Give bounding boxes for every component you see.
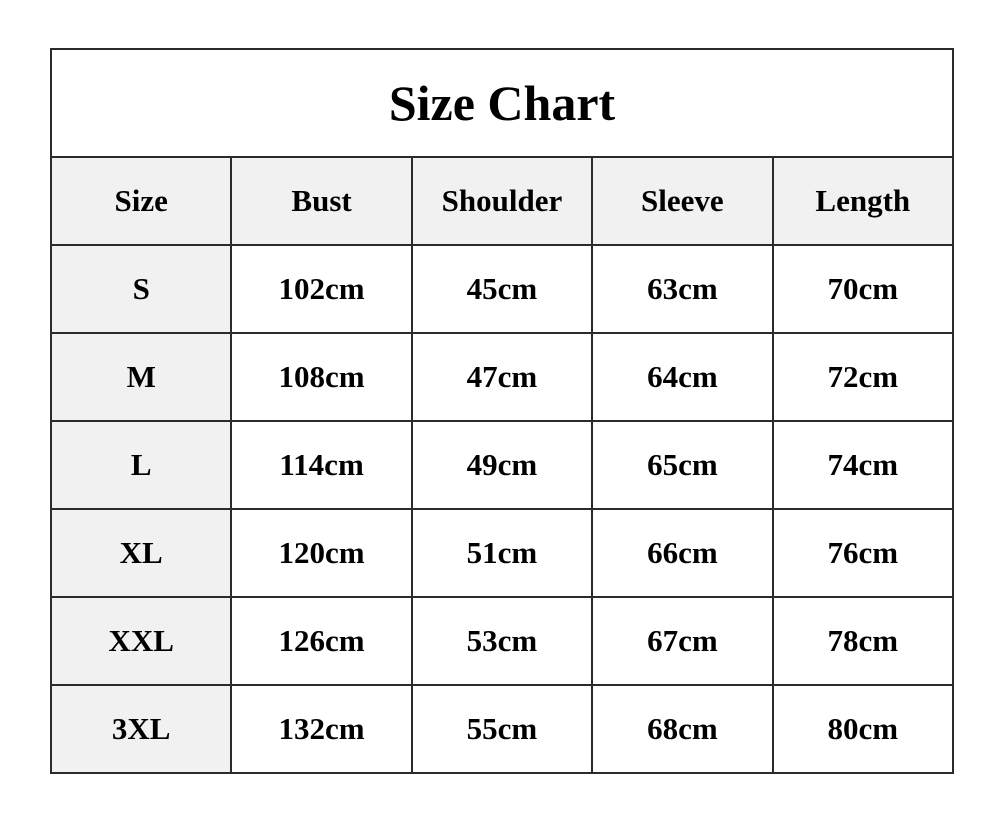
- cell-bust: 132cm: [230, 684, 413, 774]
- cell-size: S: [49, 244, 233, 334]
- header-row: Size Bust Shoulder Sleeve Length: [49, 156, 955, 246]
- cell-size: XL: [49, 508, 233, 598]
- table-row: 3XL 132cm 55cm 68cm 80cm: [49, 684, 955, 774]
- cell-shoulder: 47cm: [410, 332, 594, 422]
- cell-size: XXL: [49, 596, 233, 686]
- cell-bust: 102cm: [230, 244, 413, 334]
- header-shoulder: Shoulder: [410, 156, 594, 246]
- table-row: XL 120cm 51cm 66cm 76cm: [49, 508, 955, 598]
- cell-bust: 108cm: [230, 332, 413, 422]
- cell-shoulder: 53cm: [410, 596, 594, 686]
- cell-shoulder: 51cm: [410, 508, 594, 598]
- header-size: Size: [49, 156, 233, 246]
- cell-length: 72cm: [771, 332, 955, 422]
- cell-sleeve: 68cm: [591, 684, 774, 774]
- table-row: XXL 126cm 53cm 67cm 78cm: [49, 596, 955, 686]
- cell-size: L: [49, 420, 233, 510]
- cell-bust: 120cm: [230, 508, 413, 598]
- cell-sleeve: 65cm: [591, 420, 774, 510]
- chart-title: Size Chart: [50, 48, 954, 158]
- header-sleeve: Sleeve: [591, 156, 774, 246]
- cell-length: 78cm: [771, 596, 955, 686]
- cell-shoulder: 49cm: [410, 420, 594, 510]
- table-row: M 108cm 47cm 64cm 72cm: [49, 332, 955, 422]
- header-length: Length: [771, 156, 955, 246]
- size-chart-table: Size Chart Size Bust Shoulder Sleeve Len…: [49, 48, 955, 774]
- cell-sleeve: 64cm: [591, 332, 774, 422]
- cell-length: 76cm: [771, 508, 955, 598]
- cell-sleeve: 67cm: [591, 596, 774, 686]
- cell-bust: 126cm: [230, 596, 413, 686]
- cell-shoulder: 45cm: [410, 244, 594, 334]
- cell-length: 74cm: [771, 420, 955, 510]
- cell-size: 3XL: [49, 684, 233, 774]
- cell-length: 70cm: [771, 244, 955, 334]
- cell-size: M: [49, 332, 233, 422]
- cell-length: 80cm: [771, 684, 955, 774]
- cell-shoulder: 55cm: [410, 684, 594, 774]
- table-row: S 102cm 45cm 63cm 70cm: [49, 244, 955, 334]
- table-row: L 114cm 49cm 65cm 74cm: [49, 420, 955, 510]
- cell-sleeve: 63cm: [591, 244, 774, 334]
- cell-bust: 114cm: [230, 420, 413, 510]
- cell-sleeve: 66cm: [591, 508, 774, 598]
- header-bust: Bust: [230, 156, 413, 246]
